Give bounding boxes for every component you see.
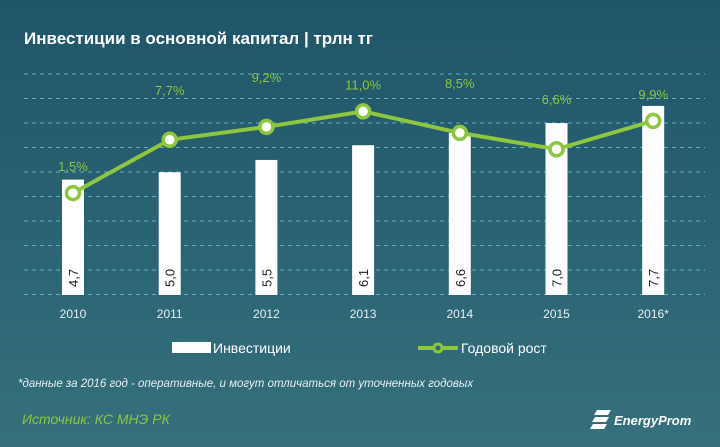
growth-label: 7,7% — [155, 83, 185, 98]
legend-bar-swatch — [172, 342, 211, 353]
bar-label: 7,0 — [550, 269, 565, 287]
growth-label: 11,0% — [345, 77, 381, 92]
x-tick-label: 2015 — [543, 307, 570, 321]
bar-2013 — [352, 145, 375, 295]
source: Источник: КС МНЭ РК — [22, 411, 171, 427]
bar-2016* — [642, 105, 665, 295]
bar-label: 5,5 — [259, 269, 274, 287]
growth-label: 9,2% — [252, 70, 282, 85]
growth-point — [161, 131, 178, 149]
growth-label: 6,6% — [542, 92, 572, 107]
growth-point — [258, 118, 275, 136]
chart-title: Инвестиции в основной капитал | трлн тг — [24, 29, 373, 48]
bar-label: 5,0 — [163, 269, 178, 287]
growth-point — [64, 184, 82, 202]
x-tick-label: 2012 — [253, 307, 280, 321]
bar-2015 — [545, 123, 568, 295]
legend-marker — [432, 342, 444, 354]
growth-label: 8,5% — [445, 76, 475, 91]
bar-label: 7,7 — [646, 269, 661, 287]
svg-text:EnergyProm: EnergyProm — [614, 413, 692, 428]
energyprom-logo: EnergyProm — [590, 410, 692, 429]
bar-label: 6,1 — [356, 269, 371, 287]
growth-label: 1,5% — [58, 159, 88, 174]
bar-2010 — [62, 179, 84, 295]
growth-point — [354, 103, 372, 120]
growth-point — [451, 124, 469, 142]
bar-label: 4,7 — [66, 269, 81, 287]
footnote: *данные за 2016 год - оперативные, и мог… — [18, 378, 474, 390]
bar-2014 — [448, 132, 471, 295]
x-tick-label: 2011 — [157, 307, 183, 321]
bar-label: 6,6 — [453, 269, 468, 287]
x-tick-label: 2016* — [638, 307, 670, 321]
legend: Инвестиции Годовой рост — [172, 340, 547, 356]
x-tick-label: 2010 — [60, 307, 87, 321]
growth-label: 9,9% — [638, 87, 668, 102]
x-tick-label: 2014 — [446, 307, 473, 321]
bar-2012 — [255, 159, 278, 295]
legend-investments: Инвестиции — [213, 340, 291, 356]
growth-point — [644, 112, 662, 130]
legend-growth: Годовой рост — [461, 340, 547, 356]
growth-point — [548, 140, 565, 158]
x-tick-label: 2013 — [350, 307, 377, 321]
bar-2011 — [158, 172, 181, 295]
